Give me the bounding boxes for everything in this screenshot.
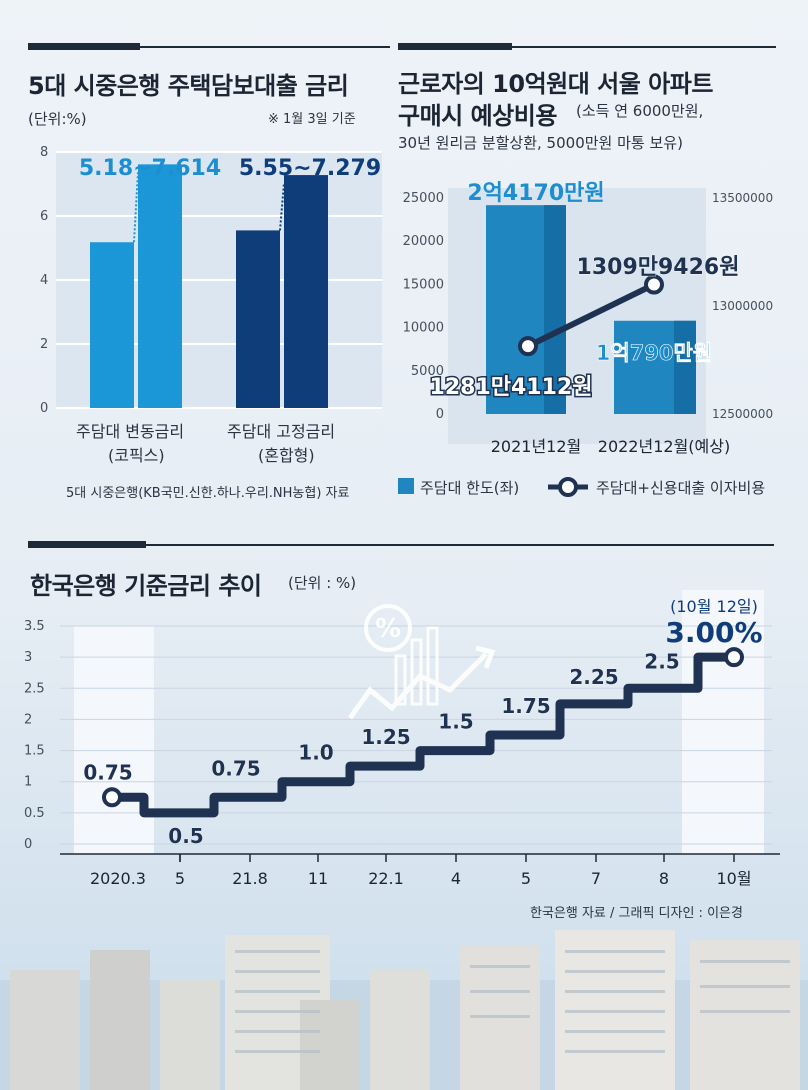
- start-point: [102, 787, 122, 808]
- y-tick-label: 3.5: [24, 619, 45, 634]
- y-tick-label: 1.5: [24, 744, 45, 759]
- svg-text:%: %: [375, 614, 401, 644]
- right-y-tick-label: 13500000: [712, 191, 773, 205]
- end-point: [724, 647, 744, 668]
- y-tick-label: 8: [40, 145, 48, 160]
- range-label-fixed: 5.55~7.279: [239, 156, 381, 181]
- legend-line-marker: [548, 477, 588, 497]
- loan-cost-chart: 0 5000 10000 15000 20000 25000 12500000 130000…: [403, 181, 773, 456]
- rate-bar-chart: 0 2 4 6 8 5.18~7.614 5.55~7.279: [40, 145, 382, 416]
- bar-label-2022: 1억790만원: [596, 341, 712, 365]
- panel2-subtitle-2: 30년 원리금 분할상환, 5000만원 마통 보유): [398, 134, 683, 152]
- step-value-label: 1.5: [438, 710, 473, 734]
- category-label-fixed-line2: (혼합형): [258, 446, 315, 465]
- panel2-subtitle-1: (소득 연 6000만원,: [576, 102, 704, 120]
- base-rate-step-chart: 0 0.5 1 1.5 2 2.5 3 3.5 % 0.75 0.5 0.75 1.0 1.25 1.5…: [24, 590, 780, 888]
- line-label-2021: 1281만4112원: [430, 375, 593, 400]
- growth-icon: %: [347, 604, 496, 720]
- y-tick-label: 1: [24, 775, 32, 790]
- x-tick-label: 2021년12월: [491, 437, 582, 456]
- category-label-variable-line1: 주담대 변동금리: [76, 422, 185, 441]
- step-value-label: 1.75: [501, 694, 550, 718]
- y-tick-label: 0: [40, 401, 48, 416]
- panel1-note: ※ 1월 3일 기준: [268, 112, 356, 127]
- interest-cost-point: [644, 274, 664, 295]
- step-value-label: 2.5: [644, 649, 679, 673]
- last-date-label: (10월 12일): [670, 597, 758, 616]
- x-tick-label: 10월: [716, 869, 751, 888]
- panel3-credit: 한국은행 자료 / 그래픽 디자인 : 이은경: [530, 906, 743, 921]
- right-y-tick-label: 12500000: [712, 407, 773, 421]
- apartment-skyline-image: [0, 930, 808, 1090]
- step-value-label: 0.75: [211, 756, 260, 780]
- y-tick-label: 2.5: [24, 681, 45, 696]
- bar-max-rate: [284, 175, 328, 408]
- bar-max-rate: [138, 164, 182, 408]
- panel3-rule: [28, 541, 774, 548]
- step-value-label: 0.5: [168, 824, 203, 848]
- bar-min-rate: [90, 242, 134, 408]
- left-y-tick-label: 25000: [403, 191, 444, 206]
- panel1-title: 5대 시중은행 주택담보대출 금리: [28, 72, 349, 100]
- panel2-rule: [398, 43, 776, 50]
- line-label-2022: 1309만9426원: [577, 255, 740, 280]
- panel1-rule: [28, 43, 390, 50]
- left-y-tick-label: 20000: [403, 234, 444, 249]
- panel2-title-line1: 근로자의 10억원대 서울 아파트: [398, 70, 713, 98]
- y-tick-label: 2: [40, 337, 48, 352]
- interest-cost-line: [526, 281, 656, 349]
- step-value-label: 0.75: [83, 760, 132, 784]
- step-value-label: 1.0: [298, 741, 333, 765]
- x-tick-label: 2020.3: [90, 869, 146, 888]
- interest-cost-point: [518, 336, 538, 357]
- bar-min-rate: [236, 230, 280, 408]
- x-tick-label: 4: [451, 869, 461, 888]
- loan-limit-bar-side: [674, 320, 696, 414]
- last-value-label: 3.00%: [665, 616, 762, 649]
- y-tick-label: 2: [24, 712, 32, 727]
- loan-limit-bar-side: [544, 205, 566, 414]
- x-tick-label: 8: [659, 869, 669, 888]
- y-tick-label: 0: [24, 837, 32, 852]
- legend-line-label: 주담대+신용대출 이자비용: [596, 479, 766, 497]
- x-tick-label: 22.1: [368, 869, 404, 888]
- step-value-label: 1.25: [361, 725, 410, 749]
- legend-bar-swatch: [398, 478, 414, 494]
- panel3-unit: (단위 : %): [288, 574, 357, 592]
- category-label-variable-line2: (코픽스): [108, 446, 165, 465]
- y-tick-label: 6: [40, 209, 48, 224]
- panel1-source: 5대 시중은행(KB국민.신한.하나.우리.NH농협) 자료: [66, 486, 350, 501]
- left-y-tick-label: 0: [436, 407, 444, 422]
- x-tick-label: 11: [308, 869, 328, 888]
- highlight-2020: [74, 626, 154, 854]
- highlight-latest: [682, 590, 764, 854]
- legend-bar-label: 주담대 한도(좌): [420, 479, 520, 497]
- left-y-tick-label: 10000: [403, 321, 444, 336]
- base-rate-step-line: [112, 652, 734, 818]
- x-tick-label: 7: [591, 869, 601, 888]
- category-label-fixed-line1: 주담대 고정금리: [227, 422, 336, 441]
- y-tick-label: 0.5: [24, 806, 45, 821]
- bar-label-2021: 2억4170만원: [467, 181, 604, 206]
- panel3-title: 한국은행 기준금리 추이: [30, 572, 262, 600]
- panel1-unit: (단위:%): [28, 110, 87, 128]
- step-value-label: 2.25: [569, 665, 618, 689]
- x-tick-label: 5: [521, 869, 531, 888]
- panel2-title-line2: 구매시 예상비용: [398, 102, 557, 130]
- left-y-tick-label: 15000: [403, 277, 444, 292]
- left-y-tick-label: 5000: [411, 364, 444, 379]
- x-tick-label: 21.8: [232, 869, 268, 888]
- range-label-variable: 5.18~7.614: [79, 156, 221, 181]
- right-y-tick-label: 13000000: [712, 299, 773, 313]
- y-tick-label: 4: [40, 273, 48, 288]
- x-tick-label: 2022년12월(예상): [598, 437, 730, 456]
- x-tick-label: 5: [175, 869, 185, 888]
- y-tick-label: 3: [24, 650, 32, 665]
